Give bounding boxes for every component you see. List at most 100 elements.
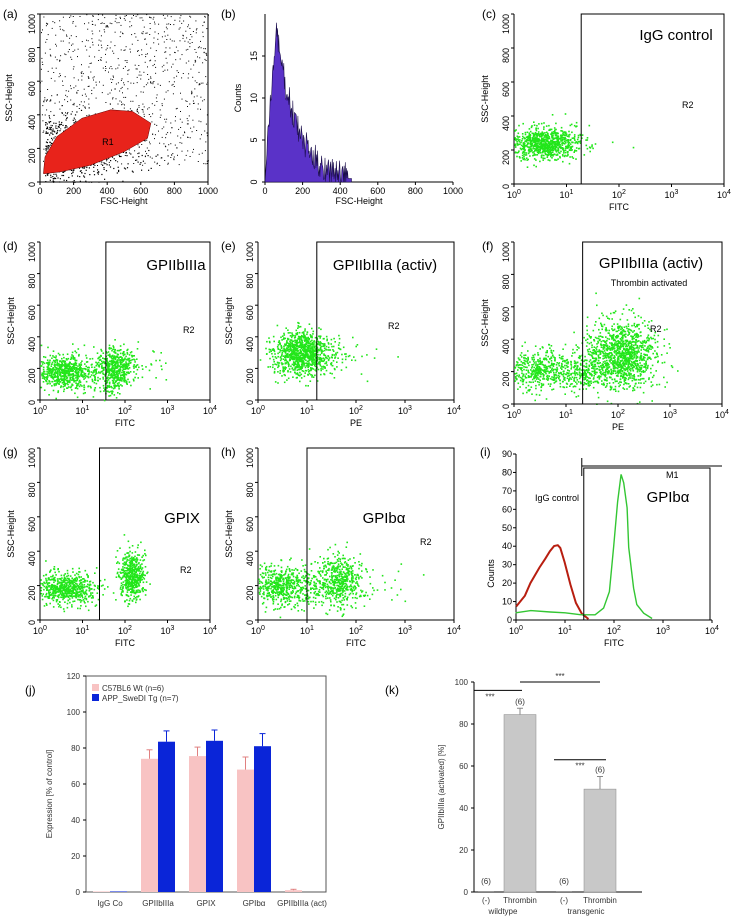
event-dot (54, 22, 56, 24)
event-dot (552, 137, 555, 139)
event-dot (304, 366, 307, 369)
event-dot (110, 374, 113, 377)
event-dot (98, 60, 99, 61)
event-dot (141, 32, 143, 34)
event-dot (552, 142, 554, 144)
event-dot (543, 147, 546, 149)
event-dot (172, 93, 174, 95)
event-dot (109, 369, 112, 372)
event-dot (285, 343, 287, 346)
event-dot (119, 372, 121, 374)
event-dot (124, 168, 127, 170)
event-dot (161, 157, 163, 159)
event-dot (70, 386, 72, 389)
event-dot (57, 377, 59, 380)
event-dot (279, 359, 282, 362)
event-dot (271, 355, 274, 358)
event-dot (83, 384, 85, 387)
event-dot (307, 357, 309, 360)
event-dot (303, 351, 306, 353)
annotation-title: GPIIbIIIa (activ) (333, 257, 437, 274)
event-dot (545, 359, 548, 361)
event-dot (546, 146, 548, 148)
event-dot (63, 356, 65, 359)
event-dot (303, 355, 305, 357)
event-dot (58, 121, 60, 123)
event-dot (165, 57, 167, 59)
event-dot (68, 372, 70, 375)
event-dot (543, 364, 545, 367)
event-dot (107, 365, 109, 367)
event-dot (296, 369, 299, 371)
event-dot (338, 334, 340, 337)
event-dot (118, 22, 120, 24)
event-dot (145, 56, 147, 58)
event-dot (295, 353, 298, 355)
event-dot (59, 20, 61, 22)
event-dot (547, 151, 549, 154)
event-dot (550, 155, 552, 158)
event-dot (131, 17, 133, 19)
event-dot (517, 366, 520, 369)
event-dot (194, 88, 196, 90)
event-dot (60, 366, 62, 368)
event-dot (80, 366, 82, 369)
event-dot (112, 97, 114, 99)
event-dot (101, 360, 103, 363)
event-dot (59, 130, 61, 132)
tick-base: 10 (118, 406, 128, 416)
event-dot (331, 354, 334, 356)
event-dot (52, 21, 54, 23)
event-dot (111, 364, 114, 366)
y-tick-label: 800 (501, 274, 511, 289)
event-dot (515, 139, 517, 142)
event-dot (277, 352, 279, 355)
event-dot (287, 337, 289, 340)
event-dot (41, 61, 43, 63)
event-dot (534, 137, 537, 140)
event-dot (167, 90, 169, 92)
event-dot (59, 73, 61, 75)
event-dot (133, 82, 135, 84)
event-dot (49, 48, 51, 50)
event-dot (130, 359, 132, 362)
y-axis-title: SSC-Height (224, 297, 234, 345)
event-dot (137, 39, 139, 41)
event-dot (204, 16, 206, 18)
event-dot (67, 381, 69, 383)
event-dot (127, 358, 129, 361)
event-dot (303, 345, 306, 347)
event-dot (542, 134, 545, 136)
event-dot (67, 374, 70, 377)
event-dot (169, 38, 171, 40)
event-dot (116, 356, 118, 358)
event-dot (121, 374, 124, 376)
event-dot (356, 344, 359, 346)
event-dot (127, 110, 129, 112)
event-dot (108, 370, 111, 372)
event-dot (117, 58, 119, 60)
event-dot (285, 327, 287, 329)
event-dot (519, 143, 521, 145)
event-dot (161, 105, 163, 107)
event-dot (145, 84, 147, 86)
event-dot (115, 363, 117, 366)
event-dot (525, 136, 528, 139)
event-dot (319, 361, 321, 363)
event-cloud (514, 113, 614, 168)
event-dot (190, 34, 192, 35)
event-dot (56, 363, 58, 365)
event-dot (113, 384, 115, 387)
event-dot (564, 113, 567, 115)
event-dot (325, 345, 328, 348)
event-dot (129, 26, 131, 28)
event-dot (113, 52, 115, 54)
event-dot (62, 85, 64, 86)
event-dot (131, 170, 133, 172)
event-dot (83, 373, 86, 376)
event-dot (301, 343, 303, 346)
event-dot (59, 374, 62, 376)
event-dot (112, 371, 114, 373)
event-dot (144, 140, 146, 142)
event-dot (323, 347, 326, 349)
